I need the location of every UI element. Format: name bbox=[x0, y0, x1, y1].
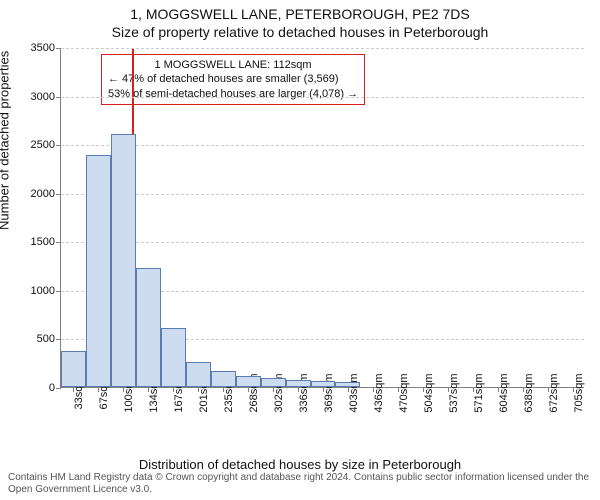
x-tick-label: 436sqm bbox=[373, 373, 385, 412]
histogram-bar bbox=[136, 268, 161, 387]
y-tick-mark bbox=[56, 339, 61, 340]
annotation-line: ← 47% of detached houses are smaller (3,… bbox=[108, 72, 358, 86]
histogram-bar bbox=[211, 371, 236, 388]
histogram-bar bbox=[311, 381, 336, 387]
x-tick-label: 604sqm bbox=[498, 373, 510, 412]
gridline bbox=[61, 194, 584, 195]
y-tick-label: 0 bbox=[49, 382, 55, 394]
y-tick-mark bbox=[56, 194, 61, 195]
x-tick-label: 571sqm bbox=[473, 373, 485, 412]
y-tick-label: 1500 bbox=[31, 236, 55, 248]
x-tick-label: 369sqm bbox=[323, 373, 335, 412]
histogram-bar bbox=[286, 380, 311, 387]
y-tick-label: 2500 bbox=[31, 139, 55, 151]
y-tick-mark bbox=[56, 291, 61, 292]
chart-container: 1, MOGGSWELL LANE, PETERBOROUGH, PE2 7DS… bbox=[0, 0, 600, 500]
gridline bbox=[61, 242, 584, 243]
y-tick-mark bbox=[56, 48, 61, 49]
chart-title-sub: Size of property relative to detached ho… bbox=[0, 24, 600, 40]
histogram-bar bbox=[86, 155, 111, 387]
x-tick-label: 705sqm bbox=[573, 373, 585, 412]
x-tick-label: 638sqm bbox=[523, 373, 535, 412]
x-tick-label: 403sqm bbox=[348, 373, 360, 412]
histogram-bar bbox=[261, 378, 286, 387]
gridline bbox=[61, 145, 584, 146]
plot-area: 1 MOGGSWELL LANE: 112sqm← 47% of detache… bbox=[60, 48, 584, 388]
chart-title-main: 1, MOGGSWELL LANE, PETERBOROUGH, PE2 7DS bbox=[0, 6, 600, 22]
x-tick-label: 470sqm bbox=[398, 373, 410, 412]
gridline bbox=[61, 97, 584, 98]
gridline bbox=[61, 48, 584, 49]
x-tick-label: 504sqm bbox=[423, 373, 435, 412]
histogram-bar bbox=[61, 351, 86, 387]
histogram-bar bbox=[161, 328, 186, 387]
y-tick-mark bbox=[56, 388, 61, 389]
histogram-bar bbox=[111, 134, 136, 387]
x-tick-label: 537sqm bbox=[448, 373, 460, 412]
histogram-bar bbox=[236, 376, 261, 387]
y-tick-label: 2000 bbox=[31, 188, 55, 200]
y-tick-mark bbox=[56, 97, 61, 98]
y-tick-mark bbox=[56, 242, 61, 243]
y-tick-label: 1000 bbox=[31, 285, 55, 297]
annotation-line: 1 MOGGSWELL LANE: 112sqm bbox=[108, 58, 358, 72]
x-tick-label: 672sqm bbox=[548, 373, 560, 412]
attribution-text: Contains HM Land Registry data © Crown c… bbox=[8, 472, 592, 496]
annotation-line: 53% of semi-detached houses are larger (… bbox=[108, 87, 358, 101]
y-tick-label: 3000 bbox=[31, 91, 55, 103]
y-axis-label: Number of detached properties bbox=[0, 51, 12, 230]
histogram-bar bbox=[335, 382, 360, 387]
x-axis-label: Distribution of detached houses by size … bbox=[0, 457, 600, 472]
y-tick-label: 3500 bbox=[31, 42, 55, 54]
y-tick-mark bbox=[56, 145, 61, 146]
histogram-bar bbox=[186, 362, 211, 387]
y-tick-label: 500 bbox=[37, 333, 55, 345]
